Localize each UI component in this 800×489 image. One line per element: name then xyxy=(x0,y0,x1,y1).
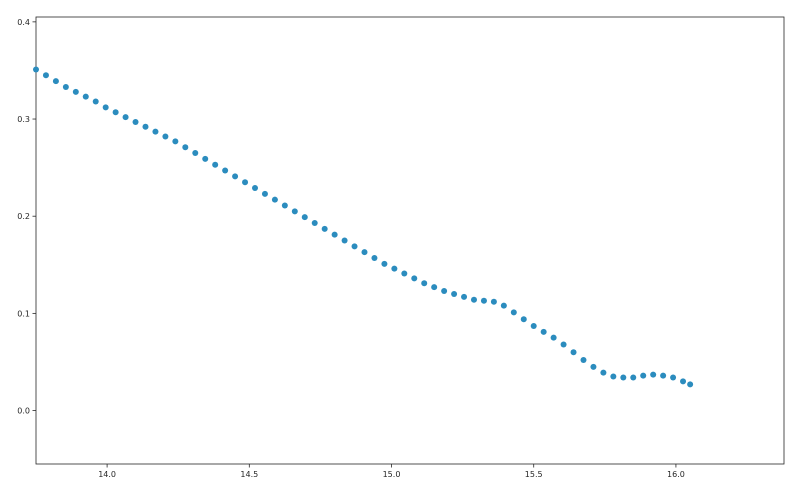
data-point xyxy=(510,309,517,316)
data-point xyxy=(33,66,39,73)
data-point xyxy=(401,270,408,277)
plot-frame xyxy=(35,16,785,465)
data-point xyxy=(281,202,288,209)
data-point xyxy=(222,167,229,174)
data-point xyxy=(560,341,567,348)
data-point xyxy=(72,88,79,95)
y-tick-label: 0.3 xyxy=(17,115,30,124)
data-point xyxy=(590,363,597,370)
data-point xyxy=(152,128,159,135)
data-point xyxy=(242,179,249,186)
data-point xyxy=(480,297,487,304)
data-point xyxy=(550,334,557,341)
data-point xyxy=(142,123,149,130)
y-tick-label: 0.1 xyxy=(17,309,30,318)
data-point xyxy=(291,208,298,215)
x-tick-label: 14.5 xyxy=(240,470,258,479)
data-point xyxy=(570,349,577,356)
data-point xyxy=(540,328,547,335)
data-point xyxy=(500,302,507,309)
data-point xyxy=(470,296,477,303)
data-point xyxy=(232,173,239,180)
data-point xyxy=(530,323,537,330)
data-point xyxy=(411,275,418,282)
data-point xyxy=(112,109,119,116)
data-point xyxy=(122,114,129,121)
data-point xyxy=(680,378,687,385)
data-point xyxy=(92,98,99,105)
data-point xyxy=(371,254,378,261)
data-point xyxy=(301,214,308,221)
y-tick-label: 0.0 xyxy=(17,407,30,416)
data-point xyxy=(351,243,358,250)
data-point xyxy=(580,357,587,364)
x-axis: 14.0 14.5 15.0 15.5 16.0 xyxy=(98,464,685,479)
x-tick-label: 14.0 xyxy=(98,470,116,479)
y-tick-label: 0.2 xyxy=(17,212,30,221)
data-point xyxy=(630,374,637,381)
data-point xyxy=(670,374,677,381)
data-point xyxy=(162,133,169,140)
y-tick-label: 0.4 xyxy=(17,18,30,27)
data-point xyxy=(441,288,448,295)
data-point xyxy=(261,190,268,197)
data-point xyxy=(331,231,338,238)
data-point xyxy=(62,83,69,90)
data-point xyxy=(202,155,209,162)
data-point xyxy=(361,249,368,256)
data-point xyxy=(451,290,458,297)
data-point xyxy=(82,93,89,100)
data-point xyxy=(192,150,199,157)
data-point xyxy=(687,381,694,388)
data-point xyxy=(421,280,428,287)
data-point xyxy=(431,284,438,291)
x-tick-label: 16.0 xyxy=(667,470,685,479)
data-point xyxy=(311,220,318,227)
data-point xyxy=(132,118,139,125)
data-point xyxy=(600,369,607,376)
data-point xyxy=(102,104,109,111)
data-point xyxy=(172,138,179,145)
data-point xyxy=(650,371,657,378)
data-point xyxy=(610,373,617,380)
data-point xyxy=(271,196,278,203)
data-point xyxy=(212,161,219,168)
data-point xyxy=(640,372,647,379)
data-point xyxy=(341,237,348,244)
data-point xyxy=(490,298,497,305)
y-axis: 0.0 0.1 0.2 0.3 0.4 xyxy=(17,18,36,416)
x-tick-label: 15.0 xyxy=(383,470,401,479)
data-point xyxy=(251,185,258,192)
data-point xyxy=(520,316,527,323)
data-point xyxy=(321,225,328,232)
data-point xyxy=(461,293,468,300)
data-point xyxy=(42,72,49,79)
data-series xyxy=(33,66,694,388)
data-point xyxy=(620,374,627,381)
data-point xyxy=(381,260,388,267)
data-point xyxy=(660,372,667,379)
x-tick-label: 15.5 xyxy=(525,470,543,479)
data-point xyxy=(182,144,189,151)
data-point xyxy=(52,78,59,85)
data-point xyxy=(391,265,398,272)
